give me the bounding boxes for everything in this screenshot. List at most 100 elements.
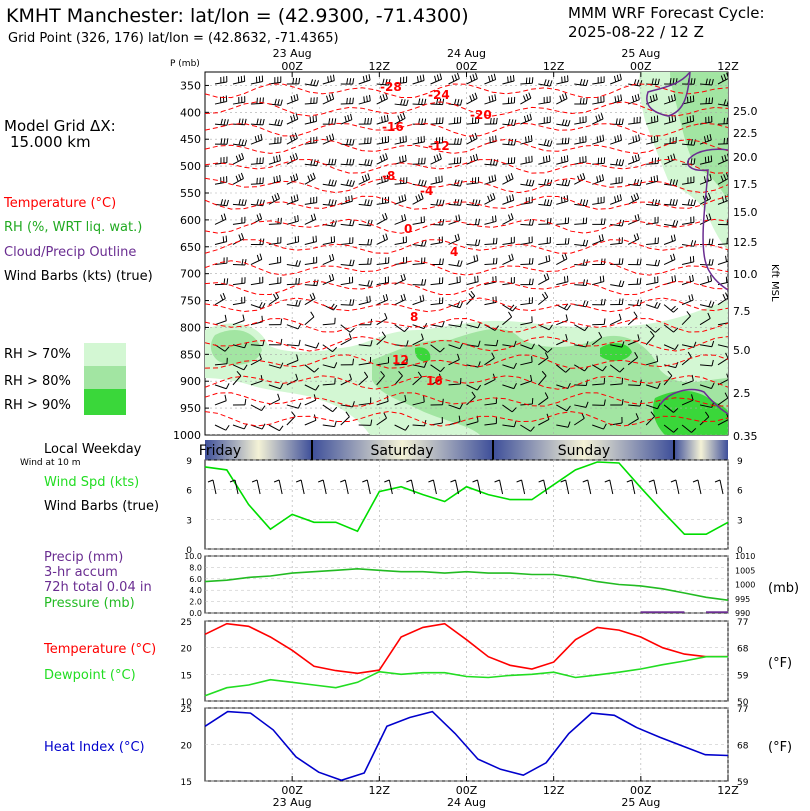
wind-barb xyxy=(412,361,427,368)
wind-barb xyxy=(627,311,638,326)
wind-tick-left: 9 xyxy=(186,457,192,467)
wind-barb xyxy=(663,94,676,105)
wind-barb xyxy=(430,344,445,353)
wind-barb xyxy=(592,134,605,145)
wind-barb xyxy=(537,370,547,386)
wind-barb xyxy=(538,291,549,306)
wind-barb xyxy=(628,154,640,165)
bottom-time-label: 00Z xyxy=(456,784,478,797)
wind-barb xyxy=(717,392,728,406)
wind-barb xyxy=(286,402,302,409)
wind-barb xyxy=(520,297,533,306)
wind-barb xyxy=(592,318,606,326)
wind-barb xyxy=(556,253,568,265)
wind-barb xyxy=(340,373,352,386)
wind-barb xyxy=(592,234,604,245)
wind-barb xyxy=(376,356,390,366)
wind-barb xyxy=(358,219,373,227)
degf-tick-label: 68 xyxy=(737,645,749,655)
wind-barb xyxy=(304,256,318,266)
wind-barb xyxy=(358,173,371,185)
wind-barb xyxy=(430,277,444,286)
pressure-tick-label: 450 xyxy=(180,133,201,146)
wind-barb xyxy=(610,176,623,185)
wind-barb xyxy=(466,340,481,347)
wind-tick-left: 3 xyxy=(186,516,192,526)
precip-tick-label: 8.0 xyxy=(189,563,202,572)
wind-barb xyxy=(376,233,388,245)
wind-barb xyxy=(466,254,479,266)
wind-barb xyxy=(628,134,641,145)
wind-barb xyxy=(376,395,389,406)
wind-barb xyxy=(322,74,335,85)
wind-barb xyxy=(448,214,461,225)
wind-barb xyxy=(520,343,535,350)
wind-barb xyxy=(610,134,623,145)
wind-barb xyxy=(322,253,335,265)
wind-barb xyxy=(286,194,299,205)
wind-barb xyxy=(250,177,264,185)
wind-barb xyxy=(340,78,355,85)
pressure-tick-label: 990 xyxy=(735,609,750,618)
bottom-time-label: 12Z xyxy=(369,784,391,797)
pressure-tick-label: 500 xyxy=(180,160,201,173)
wind-barb xyxy=(663,153,676,165)
wind-barb xyxy=(610,258,624,266)
heat-index-panel: 15 20 25 59 68 77 00Z 12Z 00Z 12Z 00Z 12Z 23 Aug 24 A… xyxy=(181,705,749,809)
wind-barb xyxy=(232,139,247,147)
wind-barb xyxy=(322,199,337,207)
wind-barb xyxy=(304,384,320,391)
bottom-time-label: 12Z xyxy=(717,784,739,797)
wind-barb xyxy=(645,382,661,390)
wind-barb xyxy=(502,96,516,105)
hi-degf-tick-label: 68 xyxy=(737,742,749,752)
rh70-swatch xyxy=(84,343,126,366)
wind-barb xyxy=(232,152,245,165)
wind-barb xyxy=(250,75,264,85)
wind-barb xyxy=(358,117,372,125)
wind-barb xyxy=(376,312,388,326)
pressure-tick-label: 400 xyxy=(180,106,201,119)
wind-barb xyxy=(466,72,478,85)
rh-region-3 xyxy=(414,347,431,362)
wind-barb xyxy=(627,213,640,225)
wind-barb xyxy=(340,324,355,333)
rh80-swatch xyxy=(84,366,126,389)
isotherm-label: -28 xyxy=(380,80,402,94)
wind-barb xyxy=(556,137,570,145)
wind-barb xyxy=(430,117,444,125)
wind-barb xyxy=(322,179,337,187)
bottom-time-label: 00Z xyxy=(281,784,303,797)
precip-pressure-panel: 0.0 2.0 4.0 6.0 8.0 10.0 990 995 1000 1005 1010 xyxy=(184,552,755,618)
accum-label: 3-hr accum xyxy=(44,565,118,580)
wind-barb xyxy=(268,217,282,225)
temperature-line xyxy=(204,622,728,675)
degf-unit-label: (°F) xyxy=(768,656,792,671)
wind-barb xyxy=(484,215,497,225)
wind-barb xyxy=(304,364,319,373)
wind-barb xyxy=(448,403,464,410)
wind-barb xyxy=(286,299,301,307)
wind-barb xyxy=(520,92,532,105)
wind-barb xyxy=(286,113,299,125)
wind-barb xyxy=(628,278,642,286)
wind-barb xyxy=(214,257,228,266)
wind-barb xyxy=(591,331,603,346)
wind-barb xyxy=(627,93,640,105)
wind-barb xyxy=(268,383,284,390)
wind-barb xyxy=(592,76,605,85)
wind-barb xyxy=(699,155,713,165)
pressure-axis-title: P (mb) xyxy=(170,59,200,69)
wind-barb xyxy=(376,257,390,266)
wind-barb xyxy=(681,374,694,386)
isotherm-8 xyxy=(205,239,728,254)
wind-barb xyxy=(538,79,553,87)
wind-barb xyxy=(699,213,712,225)
wind-barb xyxy=(304,79,319,87)
wind-barb xyxy=(699,340,715,348)
rh70-label: RH > 70% xyxy=(4,347,71,362)
heat-index-label: Heat Index (°C) xyxy=(44,740,145,755)
wind-barb xyxy=(645,411,655,426)
wind-barb xyxy=(592,298,606,306)
wind-barb xyxy=(394,424,410,431)
